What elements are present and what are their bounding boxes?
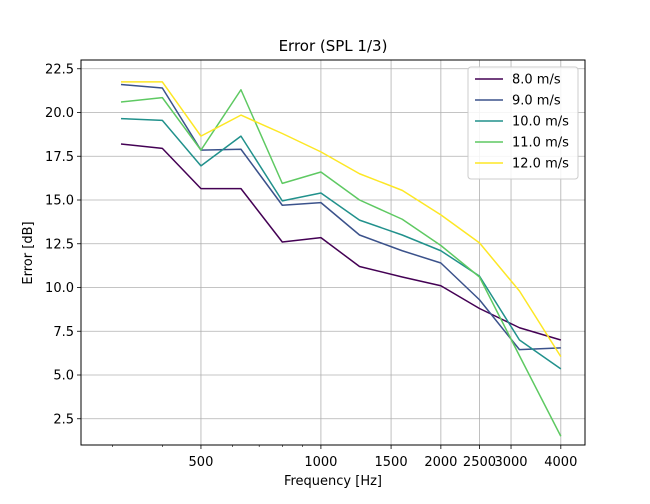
chart-title: Error (SPL 1/3) <box>279 37 388 55</box>
series-line-4 <box>120 89 562 437</box>
y-tick-label: 20.0 <box>45 106 74 121</box>
legend-label: 8.0 m/s <box>512 73 561 88</box>
legend-label: 11.0 m/s <box>512 136 569 151</box>
grid-lines <box>81 60 585 445</box>
x-tick-label: 1000 <box>304 455 337 470</box>
legend-label: 10.0 m/s <box>512 115 569 130</box>
y-tick-label: 17.5 <box>45 150 74 165</box>
x-tick-label: 2500 <box>463 455 496 470</box>
legend: 8.0 m/s 9.0 m/s 10.0 m/s 11.0 m/s 12.0 m/s <box>467 66 579 180</box>
series-line-1 <box>120 143 562 341</box>
series-line-5 <box>121 81 562 358</box>
plot-frame <box>80 59 586 446</box>
y-tick-label: 15.0 <box>45 194 74 209</box>
x-tick-label: 2000 <box>424 455 457 470</box>
x-tick-label: 3000 <box>494 455 527 470</box>
legend-label: 12.0 m/s <box>512 157 569 172</box>
x-tick-label: 1500 <box>375 455 408 470</box>
y-tick-label: 10.0 <box>45 281 74 296</box>
legend-label: 9.0 m/s <box>512 94 561 109</box>
x-tick-label: 4000 <box>544 455 577 470</box>
x-axis-label: Frequency [Hz] <box>284 474 382 489</box>
series-line-2 <box>120 83 561 351</box>
x-tick-label: 500 <box>189 455 214 470</box>
series-line-3 <box>120 117 562 370</box>
y-tick-label: 7.5 <box>53 325 74 340</box>
legend-box <box>467 66 579 180</box>
y-axis-label: Error [dB] <box>21 221 36 284</box>
y-tick-label: 2.5 <box>53 412 74 427</box>
y-tick-label: 22.5 <box>45 62 74 77</box>
series-lines <box>120 81 562 437</box>
y-tick-label: 12.5 <box>45 237 74 252</box>
y-tick-label: 5.0 <box>53 369 74 384</box>
